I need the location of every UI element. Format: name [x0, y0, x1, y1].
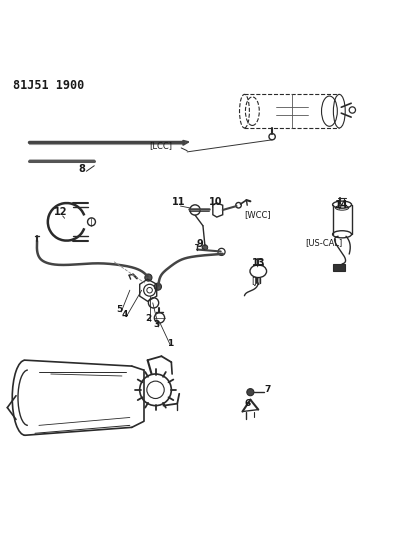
Text: 4: 4 — [121, 310, 127, 319]
Text: 2: 2 — [145, 314, 151, 323]
Text: 9: 9 — [197, 239, 203, 249]
Text: 6: 6 — [244, 399, 251, 408]
Text: 13: 13 — [252, 259, 265, 269]
Text: 12: 12 — [54, 207, 67, 217]
Text: [US-CAL]: [US-CAL] — [306, 239, 343, 247]
Text: [J]: [J] — [252, 277, 261, 286]
Circle shape — [145, 274, 152, 281]
Circle shape — [154, 283, 162, 290]
Text: 14: 14 — [336, 200, 349, 210]
Text: 81J51 1900: 81J51 1900 — [13, 79, 84, 92]
Polygon shape — [334, 264, 345, 271]
Text: 10: 10 — [209, 197, 222, 207]
Text: [LCC]: [LCC] — [150, 141, 173, 150]
Circle shape — [247, 389, 254, 395]
Text: 8: 8 — [78, 165, 85, 174]
Text: 5: 5 — [116, 305, 122, 314]
Text: 3: 3 — [154, 320, 160, 329]
Text: 11: 11 — [172, 197, 185, 207]
Text: 7: 7 — [264, 385, 271, 394]
Circle shape — [202, 245, 208, 251]
Text: [WCC]: [WCC] — [244, 210, 271, 219]
Text: 1: 1 — [168, 338, 174, 348]
